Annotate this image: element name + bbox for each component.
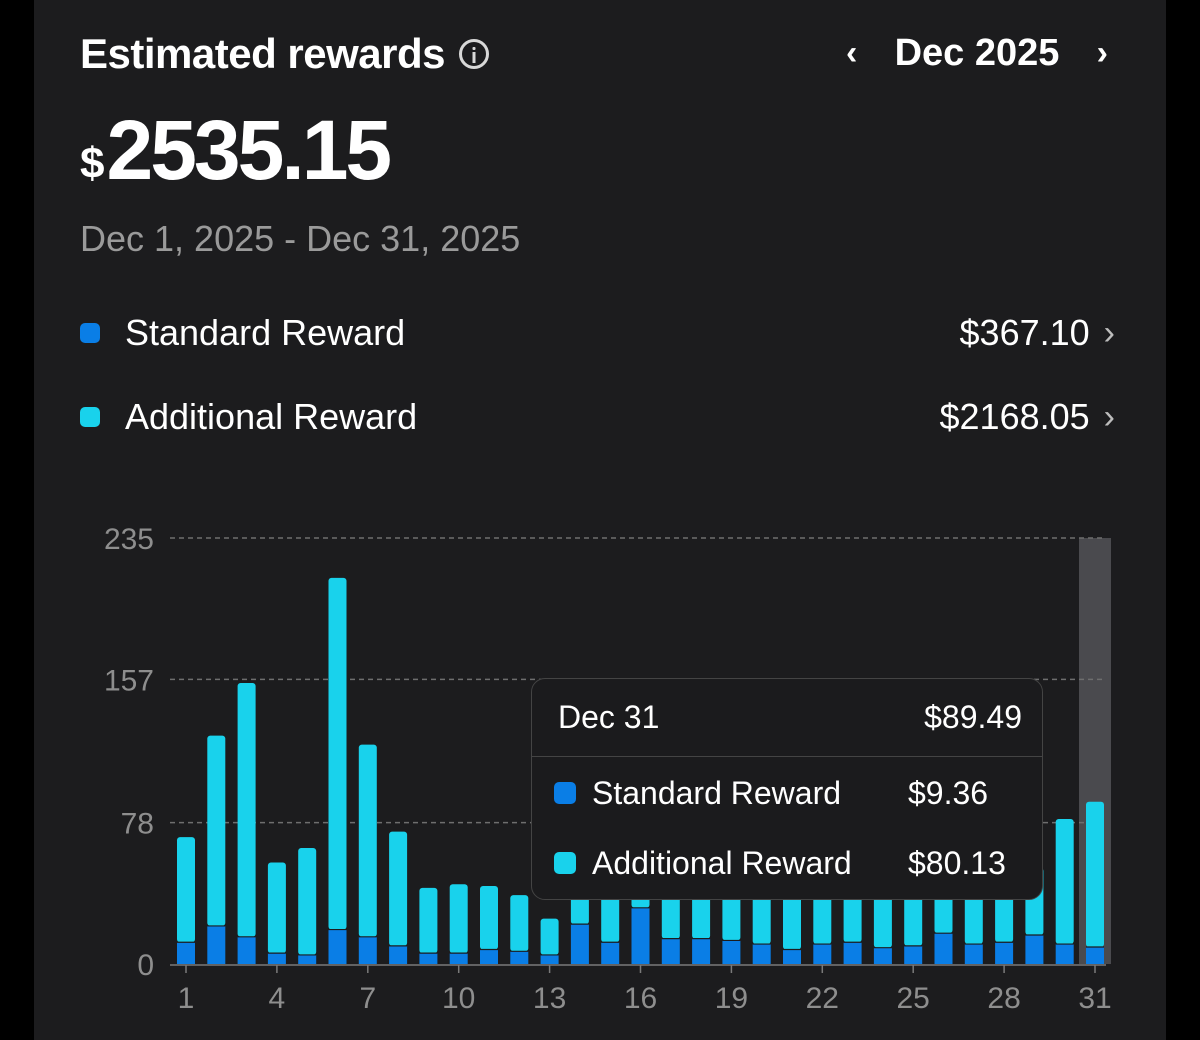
tooltip-label: Additional Reward: [592, 844, 852, 881]
bar-additional-reward: [540, 918, 559, 955]
bar-additional-reward: [480, 886, 498, 950]
date-range: Dec 1, 2025 - Dec 31, 2025: [80, 218, 521, 259]
tooltip-value: $80.13: [908, 844, 1006, 881]
chart-tooltip: Dec 31 $89.49 Standard Reward $9.36 Addi…: [531, 678, 1043, 900]
bar-standard-reward: [540, 954, 559, 964]
chevron-right-icon: ›: [1103, 313, 1115, 352]
x-tick-label: 7: [359, 982, 376, 1015]
bar-standard-reward: [328, 929, 347, 964]
bar-standard-reward: [358, 936, 377, 964]
bar-standard-reward: [419, 953, 438, 964]
bar-standard-reward: [1025, 934, 1044, 964]
bar-additional-reward: [1055, 818, 1074, 945]
bar-additional-reward: [389, 831, 408, 946]
bar-additional-reward: [328, 577, 347, 930]
chevron-right-icon: ›: [1103, 397, 1115, 436]
tooltip-label: Standard Reward: [592, 774, 842, 811]
y-tick-label: 157: [104, 664, 154, 697]
bar-additional-reward: [510, 895, 529, 952]
bar-standard-reward: [298, 954, 317, 964]
bar-additional-reward: [1086, 801, 1104, 948]
y-tick-label: 235: [104, 523, 154, 556]
bar-standard-reward: [177, 942, 195, 964]
bar-standard-reward: [570, 924, 589, 964]
x-tick-label: 13: [533, 982, 566, 1015]
total-amount: $ 2535.15: [80, 103, 392, 197]
bar-standard-reward: [692, 938, 711, 964]
tooltip-row-additional: Additional Reward $80.13: [554, 843, 1022, 883]
bar-standard-reward: [480, 949, 498, 964]
y-tick-label: 78: [121, 808, 154, 841]
bar-standard-reward: [631, 907, 650, 964]
total-value: 2535.15: [106, 103, 392, 197]
x-tick-label: 28: [987, 982, 1020, 1015]
chevron-left-icon[interactable]: ‹: [846, 33, 858, 72]
legend-label: Additional Reward: [125, 396, 418, 437]
x-tick-label: 19: [715, 982, 748, 1015]
bar-standard-reward: [510, 951, 529, 964]
bar-standard-reward: [237, 936, 256, 964]
bar-standard-reward: [934, 933, 953, 964]
legend-row-additional[interactable]: Additional Reward $2168.05 ›: [80, 392, 1115, 442]
bar-standard-reward: [995, 942, 1014, 964]
tooltip-value: $9.36: [908, 774, 989, 811]
bar-standard-reward: [661, 938, 680, 964]
tooltip-row-standard: Standard Reward $9.36: [554, 773, 1022, 813]
bar-standard-reward: [722, 940, 741, 964]
bar-standard-reward: [1055, 944, 1074, 964]
bar-standard-reward: [813, 944, 832, 964]
x-tick-label: 16: [624, 982, 657, 1015]
bar-additional-reward: [358, 744, 377, 937]
standard-swatch: [554, 782, 576, 804]
x-tick-label: 10: [442, 982, 475, 1015]
bar-standard-reward: [964, 944, 983, 964]
bar-standard-reward: [1086, 947, 1104, 964]
bar-standard-reward: [783, 949, 801, 964]
additional-swatch: [554, 852, 576, 874]
x-tick-label: 22: [806, 982, 839, 1015]
bar-standard-reward: [904, 945, 923, 964]
x-tick-label: 1: [178, 982, 195, 1015]
x-tick-label: 31: [1078, 982, 1111, 1015]
y-tick-label: 0: [137, 949, 154, 982]
x-tick-label: 4: [269, 982, 286, 1015]
bar-standard-reward: [207, 925, 226, 964]
tooltip-total: $89.49: [924, 699, 1022, 735]
bar-standard-reward: [267, 953, 286, 964]
standard-swatch: [80, 323, 100, 343]
title-text: Estimated rewards: [80, 30, 446, 77]
legend-label: Standard Reward: [125, 312, 406, 353]
bar-additional-reward: [237, 683, 256, 937]
bar-additional-reward: [207, 735, 226, 926]
month-label: Dec 2025: [894, 31, 1060, 74]
currency-symbol: $: [80, 139, 105, 188]
bar-standard-reward: [873, 947, 892, 964]
page-title: Estimated rewards: [80, 30, 489, 78]
bar-additional-reward: [267, 862, 286, 954]
tooltip-date: Dec 31: [558, 699, 660, 735]
legend-value: $2168.05: [939, 396, 1090, 437]
chevron-right-icon[interactable]: ›: [1096, 33, 1108, 72]
bar-additional-reward: [419, 887, 438, 954]
bar-standard-reward: [389, 945, 408, 964]
info-icon[interactable]: [459, 39, 489, 69]
tooltip-header: Dec 31 $89.49: [532, 679, 1042, 757]
legend-row-standard[interactable]: Standard Reward $367.10 ›: [80, 308, 1115, 358]
bar-standard-reward: [843, 942, 862, 964]
legend-value: $367.10: [959, 312, 1090, 353]
month-selector: ‹ Dec 2025 ›: [842, 30, 1112, 76]
bar-standard-reward: [449, 953, 468, 964]
bar-additional-reward: [298, 847, 317, 955]
bar-additional-reward: [449, 884, 468, 954]
bar-additional-reward: [177, 837, 195, 943]
bar-standard-reward: [752, 944, 771, 964]
x-tick-label: 25: [897, 982, 930, 1015]
bar-standard-reward: [601, 942, 620, 964]
additional-swatch: [80, 407, 100, 427]
